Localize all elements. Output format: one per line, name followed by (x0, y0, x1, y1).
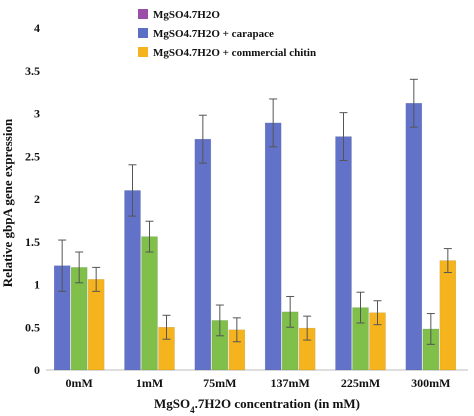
bar-0mM-s2 (87, 279, 105, 371)
x-tick-label-1: 1mM (136, 376, 163, 390)
x-tick-label-2: 75mM (203, 376, 236, 390)
bar-75mM-s0 (194, 138, 212, 371)
y-tick-label-8: 4 (34, 21, 40, 35)
y-tick-label-7: 3.5 (25, 64, 40, 78)
legend-swatch-0 (138, 9, 148, 19)
legend-label-2: MgSO4.7H2O + commercial chitin (153, 47, 316, 59)
y-tick-label-0: 0 (34, 363, 40, 377)
bar-225mM-s0 (335, 136, 352, 371)
y-tick-label-1: 0.5 (25, 320, 40, 334)
bar-1mM-s0 (124, 190, 141, 371)
y-tick-label-5: 2.5 (25, 149, 40, 163)
x-tick-label-5: 300mM (411, 376, 450, 390)
y-tick-label-6: 3 (34, 107, 40, 121)
x-tick-label-3: 137mM (271, 376, 310, 390)
legend-label-0: MgSO4.7H2O (153, 9, 220, 21)
y-axis-title: Relative gbpA gene expression (0, 118, 15, 287)
legend-label-1: MgSO4.7H2O + carapace (153, 28, 274, 40)
bar-300mM-s0 (405, 102, 423, 371)
y-tick-label-4: 2 (34, 192, 40, 206)
bar-300mM-s2 (439, 260, 457, 371)
legend-swatch-2 (138, 47, 148, 57)
bar-137mM-s0 (264, 122, 282, 371)
x-axis-title: MgSO4.7H2O concentration (in mM) (154, 396, 360, 415)
y-tick-label-3: 1.5 (25, 235, 40, 249)
x-tick-label-0: 0mM (66, 376, 93, 390)
y-tick-label-2: 1 (34, 278, 40, 292)
x-tick-label-4: 225mM (341, 376, 380, 390)
bar-1mM-s1 (141, 236, 158, 371)
legend-swatch-1 (138, 28, 148, 38)
